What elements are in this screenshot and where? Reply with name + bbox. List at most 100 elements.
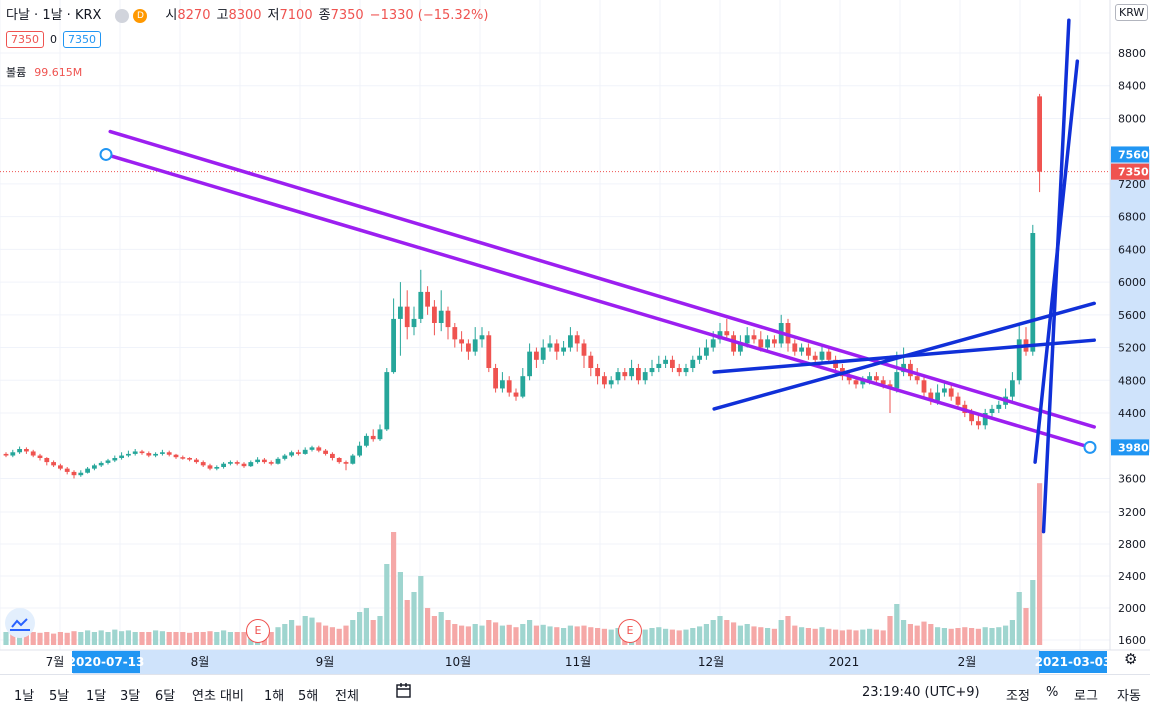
range-3m[interactable]: 3달	[120, 689, 141, 704]
volume-bar	[316, 622, 322, 645]
candle-body	[384, 372, 390, 430]
volume-bar	[887, 616, 893, 645]
upper-price-label: 7560	[1118, 148, 1149, 161]
volume-bar	[737, 625, 743, 645]
candle-body	[132, 451, 138, 454]
range-6m[interactable]: 6달	[155, 689, 176, 704]
trendline-blue	[712, 301, 1096, 411]
time-badge-bg	[72, 651, 140, 673]
auto-toggle[interactable]: 자동	[1117, 689, 1141, 704]
clock-time[interactable]: 23:19:40 (UTC+9)	[862, 685, 980, 700]
percent-toggle[interactable]: %	[1046, 685, 1059, 700]
candlestick-chart[interactable]: 1600 2000 2400 2800 3200 3600 4400 4800 5200 5600…	[0, 0, 1150, 674]
log-toggle[interactable]: 로그	[1074, 689, 1098, 704]
candle-body	[921, 380, 927, 393]
gear-icon[interactable]: ⚙	[1124, 650, 1138, 668]
volume-bar	[642, 629, 648, 645]
time-tick-label: 8월	[191, 655, 210, 669]
candle-body	[683, 368, 689, 373]
close-label: 종	[318, 8, 331, 23]
candle-body	[656, 363, 662, 368]
candle-body	[343, 462, 349, 464]
date-range-icon[interactable]	[396, 683, 412, 703]
volume-bar	[663, 628, 669, 645]
volume-bar	[166, 632, 172, 645]
volume-bar	[935, 627, 941, 645]
adjust-toggle[interactable]: 조정	[1006, 689, 1030, 704]
candle-body	[534, 351, 539, 360]
candle-body	[615, 372, 621, 381]
candle-body	[976, 421, 981, 426]
candle-body	[98, 462, 104, 466]
volume-bar	[547, 626, 553, 645]
candle-body	[914, 376, 920, 381]
range-all[interactable]: 전체	[335, 689, 359, 704]
candle-body	[942, 388, 947, 393]
time-range-highlight	[73, 650, 1040, 674]
candle-body	[561, 347, 566, 352]
candle-body	[874, 376, 879, 381]
candle-body	[636, 368, 641, 381]
candle-body	[928, 392, 934, 401]
candle-body	[996, 404, 1002, 409]
candle-body	[309, 447, 315, 450]
candle-body	[1016, 339, 1022, 381]
range-1d[interactable]: 1날	[14, 689, 35, 704]
candle-body	[85, 468, 90, 473]
range-ytd[interactable]: 연초 대비	[192, 689, 244, 704]
candle-body	[187, 458, 192, 460]
volume-bar	[962, 627, 968, 645]
candle-body	[1030, 233, 1036, 352]
volume-bar	[459, 625, 465, 645]
volume-bar	[153, 630, 159, 645]
volume-bar	[119, 631, 125, 645]
range-5y[interactable]: 5해	[298, 689, 319, 704]
volume-bar	[404, 600, 410, 645]
candle-body	[765, 339, 770, 348]
volume-bar	[309, 617, 315, 645]
bid-box[interactable]: 7350	[6, 31, 44, 48]
candle-body	[595, 368, 600, 377]
candle-body	[506, 380, 512, 393]
volume-bar	[479, 625, 485, 645]
volume-bar	[23, 633, 29, 645]
candle-body	[629, 368, 634, 377]
candle-body	[262, 459, 267, 463]
time-badge-bg	[1039, 651, 1107, 673]
candle-body	[119, 455, 124, 458]
candle-body	[513, 392, 519, 397]
currency-label[interactable]: KRW	[1115, 4, 1149, 21]
candle-body	[228, 462, 233, 464]
open-value: 8270	[177, 8, 211, 23]
volume-bar	[758, 627, 764, 645]
candle-body	[500, 380, 505, 389]
range-5d[interactable]: 5날	[49, 689, 70, 704]
candle-body	[438, 310, 444, 323]
chart-header: 다날 · 1날 · KRX D 시8270 고8300 저7100 종7350 −1330 …	[6, 4, 494, 23]
tradingview-logo-icon[interactable]	[5, 608, 35, 638]
ask-box[interactable]: 7350	[63, 31, 101, 48]
volume-bar	[30, 632, 36, 645]
volume-bar	[506, 624, 512, 645]
candle-body	[676, 368, 682, 373]
spread-value: 0	[50, 33, 57, 46]
earnings-mark[interactable]: E	[246, 619, 270, 643]
symbol-title[interactable]: 다날 · 1날 · KRX	[6, 8, 102, 23]
candle-body	[867, 376, 872, 381]
range-1y[interactable]: 1해	[264, 689, 285, 704]
candle-body	[466, 343, 471, 352]
earnings-mark[interactable]: E	[618, 619, 642, 643]
lower-price-label: 3980	[1118, 441, 1149, 454]
volume-bar	[221, 630, 227, 645]
candle-body	[581, 343, 587, 356]
volume-bar	[370, 620, 376, 645]
volume-bar	[71, 631, 77, 645]
range-1m[interactable]: 1달	[86, 689, 107, 704]
candle-body	[173, 454, 179, 458]
candle-body	[527, 351, 532, 377]
time-tick-label: 2021	[829, 655, 860, 669]
candle-body	[37, 455, 43, 458]
volume-bar	[146, 632, 152, 645]
candle-body	[71, 471, 77, 476]
candle-body	[3, 453, 9, 456]
